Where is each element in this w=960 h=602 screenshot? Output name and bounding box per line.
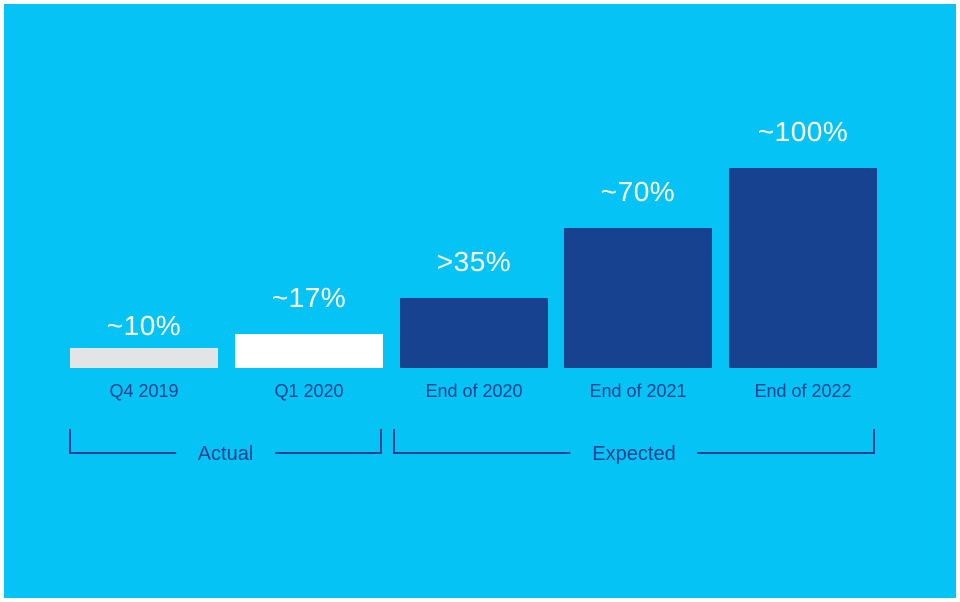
bar-value-label: ~70% (600, 176, 676, 207)
bar-value-label: ~10% (106, 310, 182, 341)
bar-value-label: ~100% (757, 116, 849, 147)
bar-end-2020 (400, 298, 548, 368)
bar-column-end-2021: ~70% End of 2021 (564, 176, 712, 401)
actual-group-label: Actual (175, 443, 276, 465)
bar-category-label: End of 2020 (425, 381, 523, 401)
bar-category-label: End of 2021 (589, 381, 687, 401)
bar-end-2021 (564, 228, 712, 368)
bar-category-label: Q1 2020 (274, 381, 344, 401)
expected-group-bracket: Expected (393, 429, 875, 465)
bar-q4-2019 (70, 348, 218, 368)
bar-value-label: >35% (436, 246, 512, 277)
bar-category-label: Q4 2019 (109, 381, 179, 401)
bar-value-label: ~17% (271, 282, 347, 313)
bar-end-2022 (729, 168, 877, 368)
bar-column-end-2022: ~100% End of 2022 (729, 116, 877, 401)
bar-column-end-2020: >35% End of 2020 (400, 246, 548, 401)
actual-group-bracket: Actual (69, 429, 382, 465)
bar-q1-2020 (235, 334, 383, 368)
bar-column-q4-2019: ~10% Q4 2019 (70, 310, 218, 401)
bar-category-label: End of 2022 (754, 381, 852, 401)
expected-group-label: Expected (570, 443, 698, 465)
bar-column-q1-2020: ~17% Q1 2020 (235, 282, 383, 401)
